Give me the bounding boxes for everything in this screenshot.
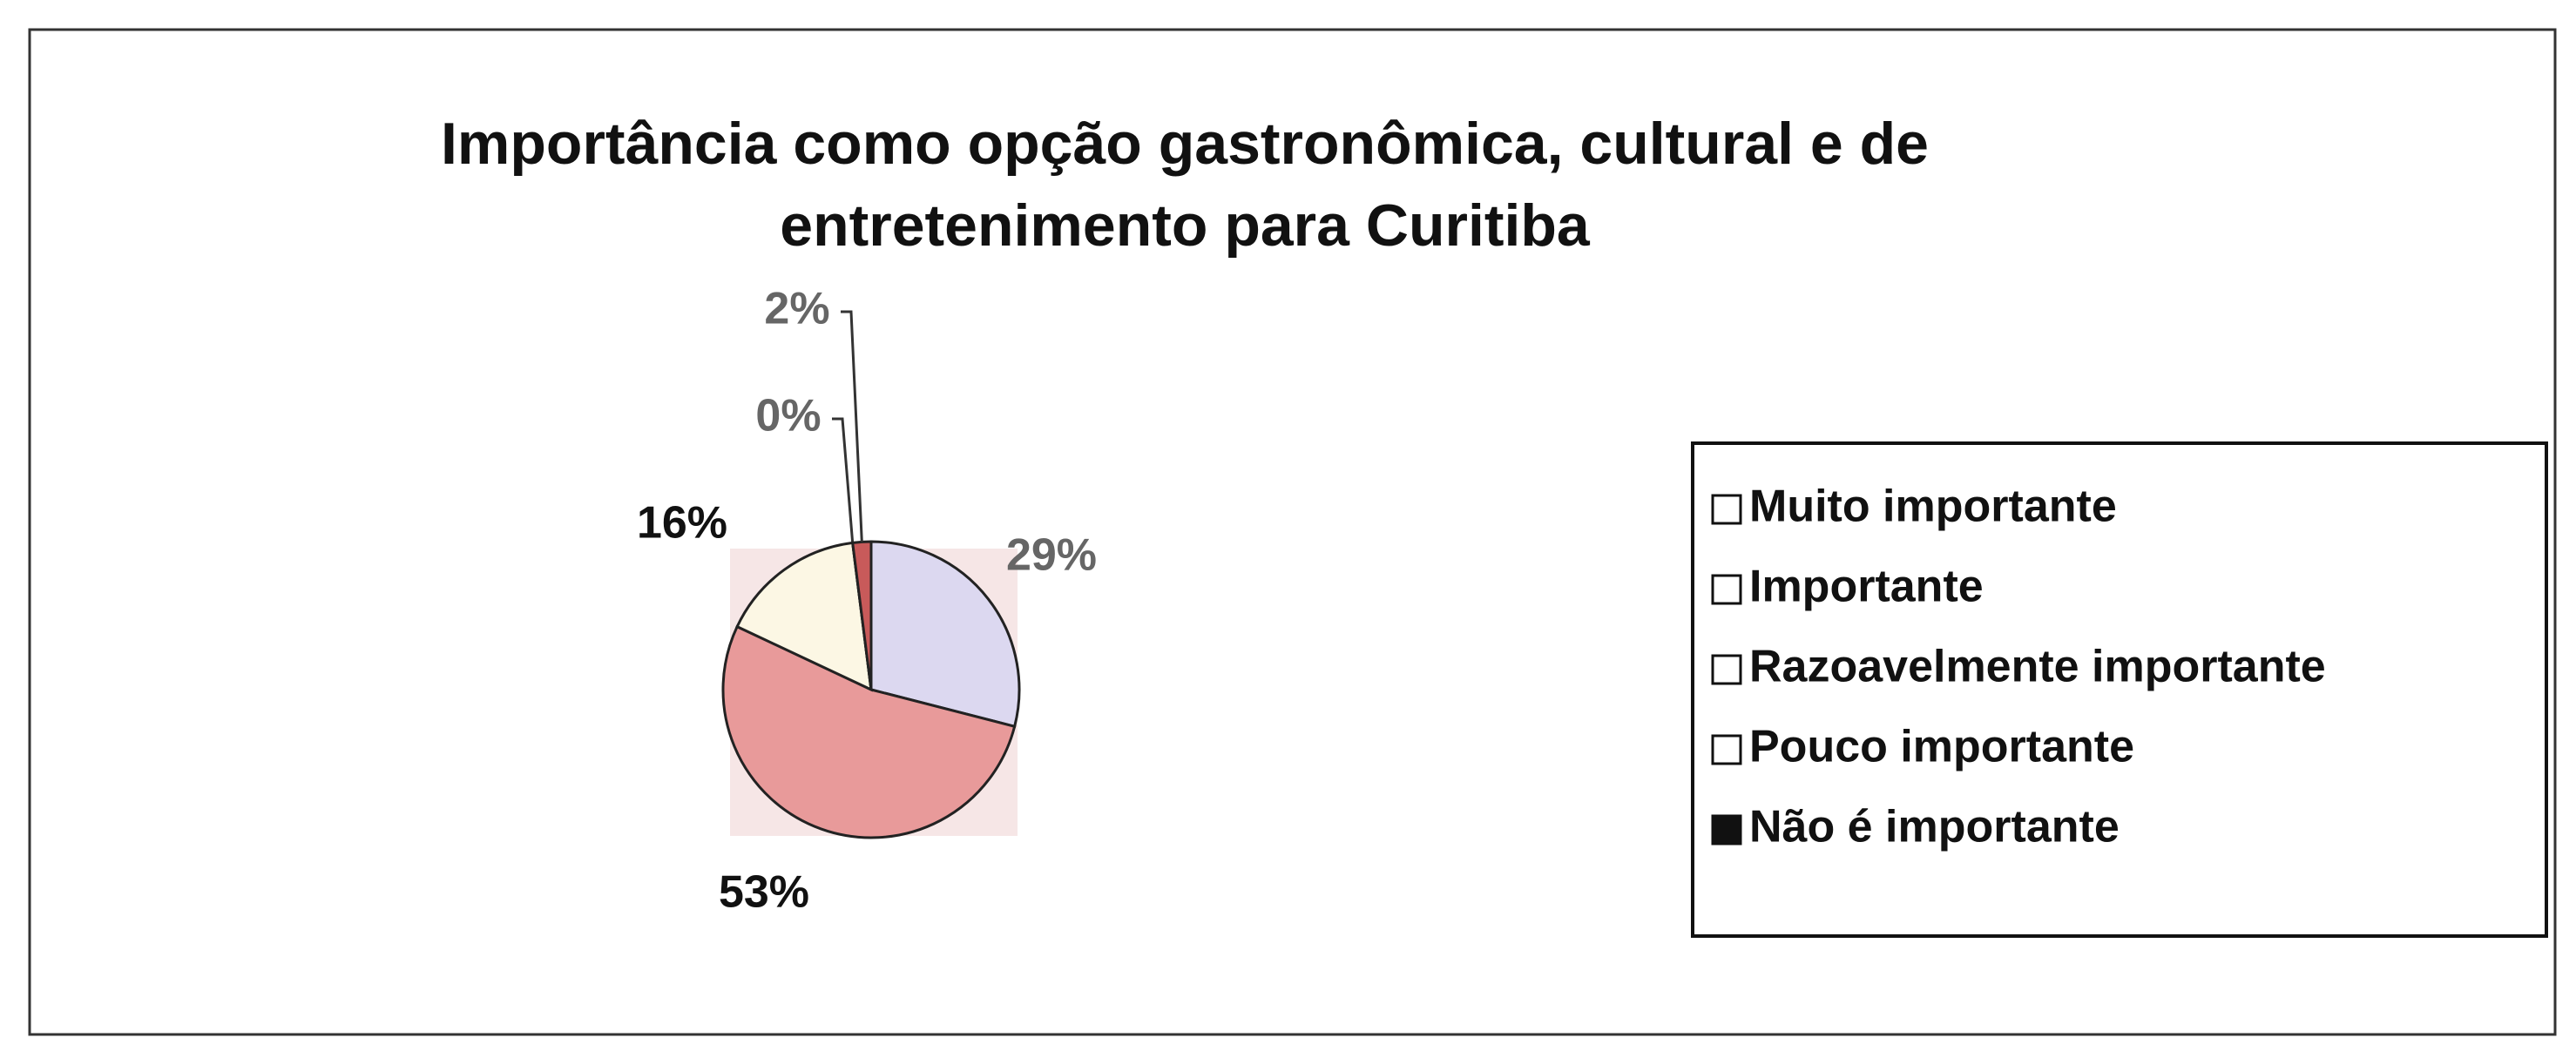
data-label: 2% <box>764 284 829 334</box>
data-label: 29% <box>1006 530 1097 581</box>
chart-frame <box>28 28 2557 1036</box>
legend-label: Razoavelmente importante <box>1749 642 2326 692</box>
legend-swatch <box>1711 814 1742 846</box>
legend-label: Pouco importante <box>1749 722 2134 772</box>
pie-slice <box>735 541 873 692</box>
pie-slice <box>721 624 1017 839</box>
chart-title: Importância como opção gastronômica, cul… <box>441 111 1929 259</box>
leader-line <box>832 417 855 543</box>
leader-line <box>841 310 863 542</box>
legend-label: Importante <box>1749 562 1984 612</box>
legend-label: Muito importante <box>1749 482 2117 532</box>
pie-slice <box>851 540 873 691</box>
legend-swatch <box>1711 654 1742 685</box>
legend-box <box>1691 441 2548 938</box>
legend-swatch <box>1711 574 1742 605</box>
data-label: 53% <box>719 867 809 918</box>
pie-slice <box>869 540 1021 729</box>
data-label: 0% <box>755 391 821 441</box>
legend-swatch <box>1711 734 1742 765</box>
legend-label: Não é importante <box>1749 802 2120 852</box>
data-label: 16% <box>637 498 727 549</box>
legend-swatch <box>1711 494 1742 525</box>
